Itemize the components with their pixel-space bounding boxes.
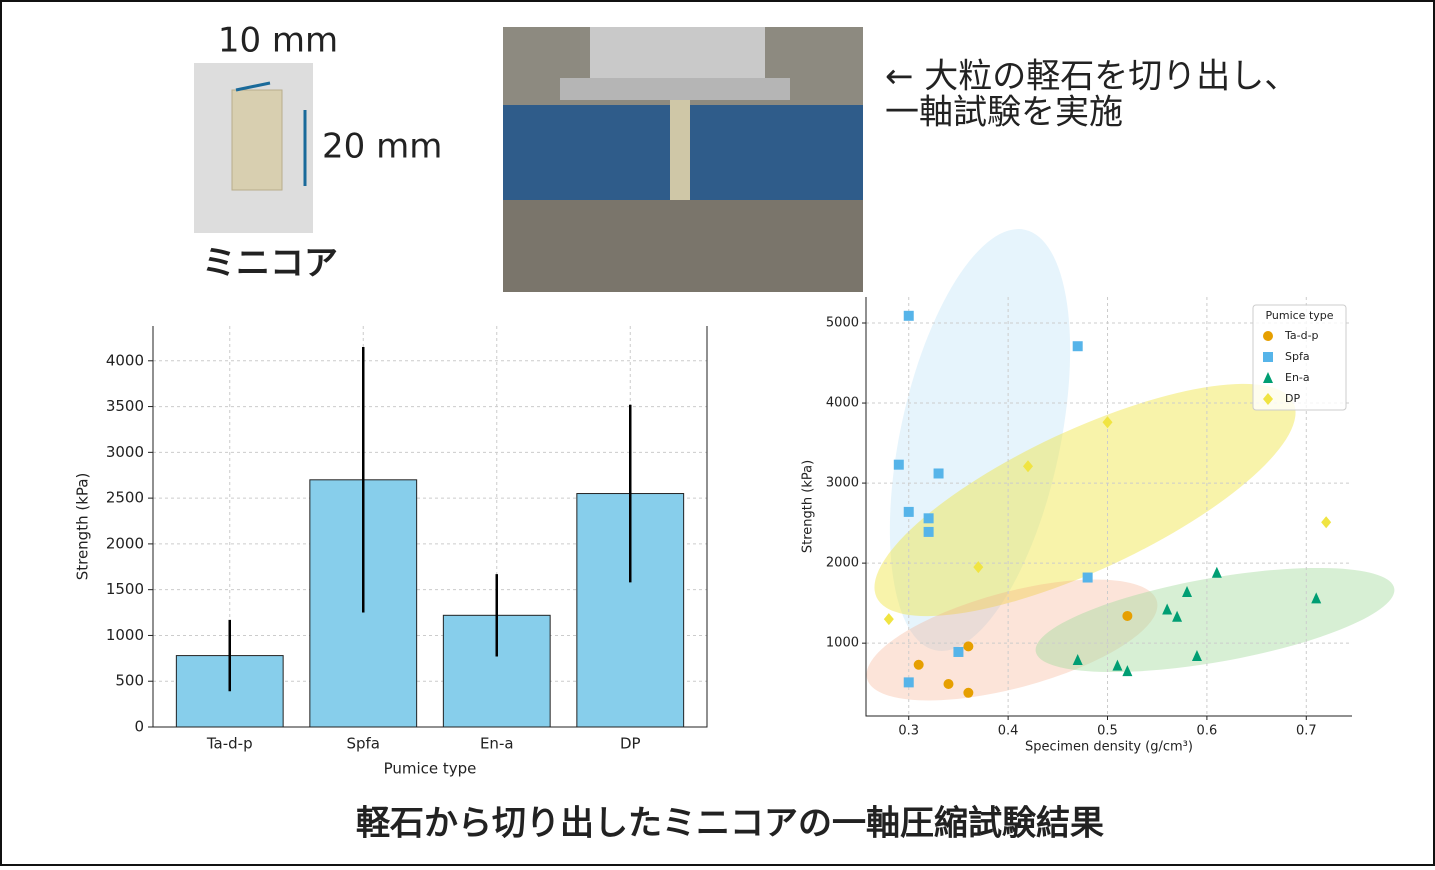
- y-axis-label: Strength (kPa): [74, 473, 92, 581]
- footer-title: 軽石から切り出したミニコアの一軸圧縮試験結果: [356, 804, 1104, 844]
- legend-box: [1252, 304, 1347, 411]
- x-tick-label: 0.6: [1197, 724, 1218, 739]
- x-tick-label: 0.4: [998, 724, 1019, 739]
- press-core: [670, 100, 690, 200]
- x-tick-label: En-a: [480, 735, 514, 753]
- y-tick-label: 0: [134, 718, 144, 736]
- legend-title: Pumice type: [1265, 309, 1333, 322]
- point: [1122, 665, 1133, 677]
- legend-marker: [1263, 331, 1273, 341]
- y-axis-label: Strength (kPa): [801, 460, 816, 553]
- axes: [152, 326, 708, 728]
- legend-marker: [1263, 393, 1273, 405]
- x-axis-label: Pumice type: [384, 760, 477, 778]
- legend-marker: [1263, 352, 1273, 362]
- core-sample: [231, 89, 283, 191]
- x-tick-label: 0.7: [1296, 724, 1317, 739]
- point: [963, 687, 974, 698]
- y-tick-label: 3500: [106, 397, 144, 415]
- note-line: 一軸試験を実施: [885, 93, 1123, 133]
- point: [1321, 516, 1332, 529]
- y-tick-label: 3000: [106, 443, 144, 461]
- y-tick-label: 1000: [106, 626, 144, 644]
- legend-label: Spfa: [1285, 350, 1310, 363]
- y-tick-label: 2500: [106, 489, 144, 507]
- legend-label: En-a: [1285, 371, 1310, 384]
- point: [963, 641, 974, 652]
- x-tick-label: Spfa: [346, 735, 380, 753]
- legend-label: Ta-d-p: [1284, 329, 1319, 342]
- point: [1211, 566, 1222, 578]
- point: [1072, 341, 1083, 352]
- point: [1072, 653, 1083, 665]
- point: [1191, 649, 1202, 661]
- x-tick-label: 0.5: [1097, 724, 1118, 739]
- x-tick-label: 0.3: [898, 724, 919, 739]
- point: [883, 613, 894, 626]
- cluster-shade: [889, 229, 1071, 651]
- y-tick-label: 3000: [826, 476, 859, 491]
- y-tick-label: 4000: [106, 351, 144, 369]
- axes: [865, 297, 1352, 717]
- x-tick-label: DP: [620, 735, 641, 753]
- y-tick-label: 4000: [826, 396, 859, 411]
- press-base: [503, 200, 863, 292]
- y-tick-label: 500: [115, 672, 144, 690]
- x-tick-label: Ta-d-p: [206, 735, 253, 753]
- height-label: 20 mm: [322, 127, 442, 167]
- point: [973, 561, 984, 574]
- legend-label: DP: [1285, 392, 1300, 405]
- point: [1172, 610, 1183, 622]
- press-head: [590, 27, 765, 82]
- cluster-shade: [1035, 567, 1395, 673]
- x-axis-label: Specimen density (g/cm³): [1025, 740, 1193, 755]
- point: [933, 468, 944, 479]
- point: [1182, 585, 1193, 597]
- point: [903, 506, 914, 517]
- cluster-shade: [874, 383, 1296, 617]
- core-label: ミニコア: [202, 244, 338, 284]
- y-tick-label: 5000: [826, 316, 859, 331]
- legend-marker: [1263, 372, 1273, 383]
- point: [1102, 416, 1113, 429]
- cluster-shade: [866, 579, 1158, 701]
- point: [1122, 610, 1133, 621]
- y-tick-label: 1500: [106, 580, 144, 598]
- point: [903, 310, 914, 321]
- width-label: 10 mm: [218, 21, 338, 61]
- width-arrow: [235, 81, 271, 92]
- y-tick-label: 2000: [106, 534, 144, 552]
- point: [893, 459, 904, 470]
- y-tick-label: 1000: [826, 636, 859, 651]
- y-tick-label: 2000: [826, 556, 859, 571]
- press-plate: [560, 78, 790, 100]
- point: [1023, 460, 1033, 473]
- note-line: ← 大粒の軽石を切り出し、: [885, 57, 1298, 97]
- point: [943, 678, 954, 689]
- point: [1311, 592, 1322, 604]
- point: [953, 646, 964, 657]
- point: [1112, 659, 1123, 671]
- point: [923, 526, 934, 537]
- point: [1162, 603, 1173, 615]
- point: [1082, 572, 1093, 583]
- point: [903, 677, 914, 688]
- point: [913, 659, 924, 670]
- point: [923, 513, 934, 524]
